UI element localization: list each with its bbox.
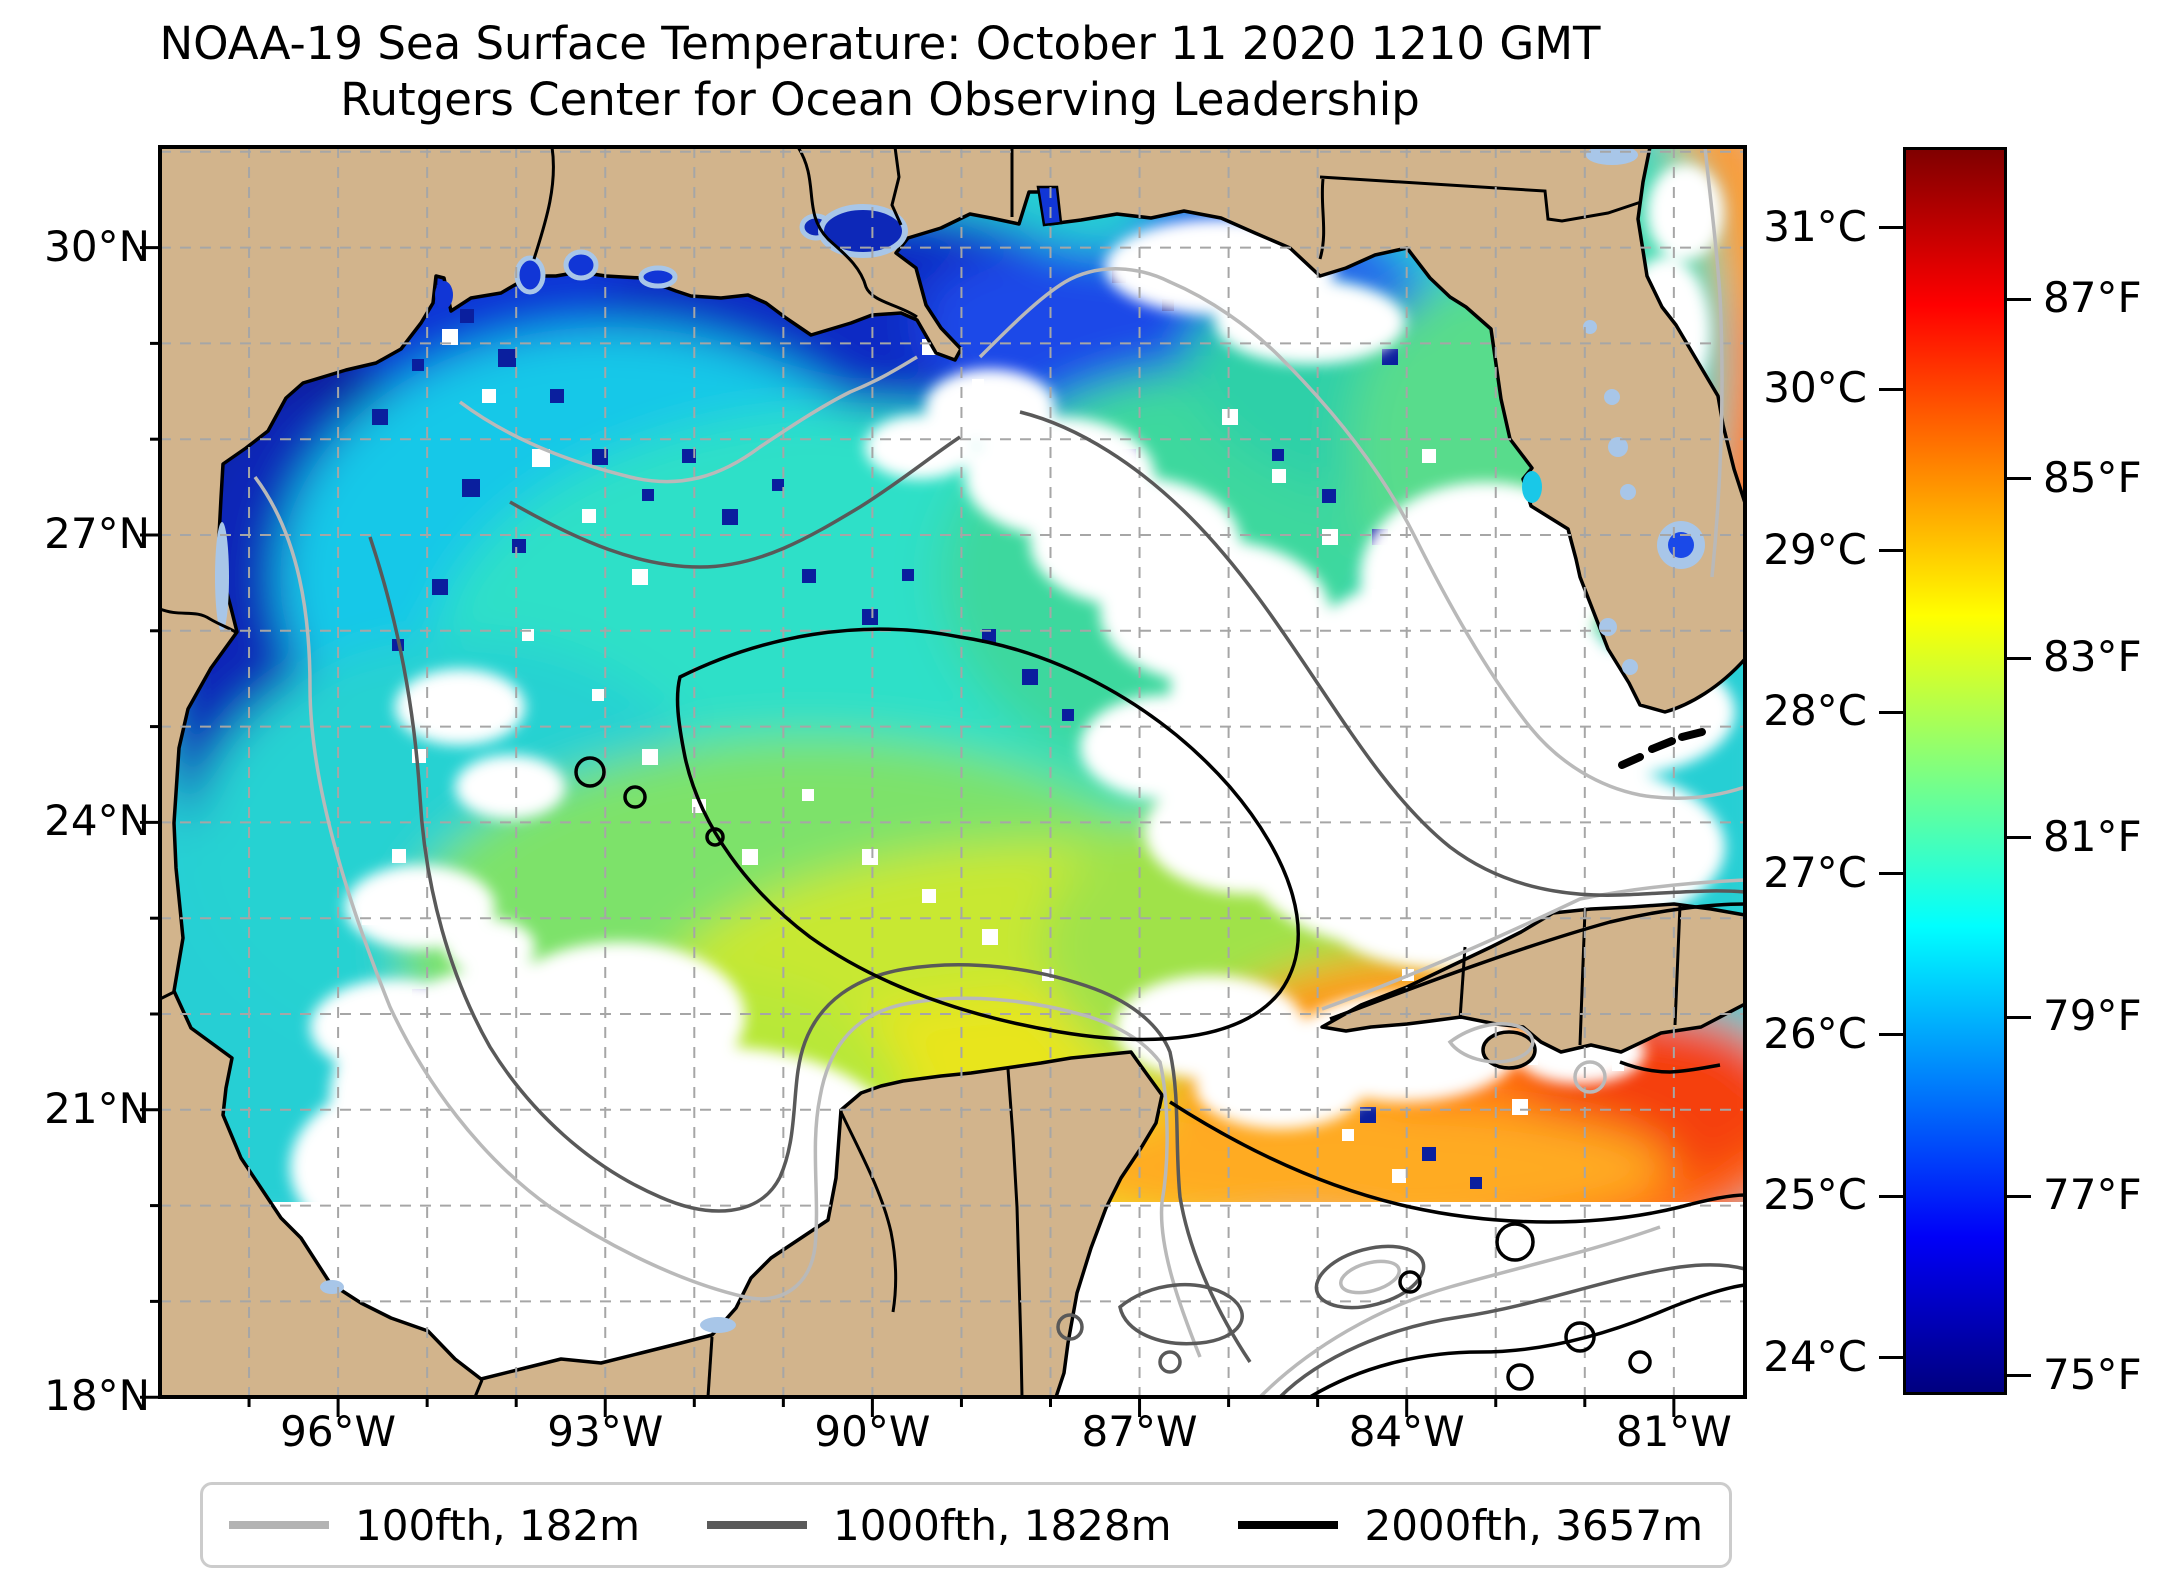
sst-map	[140, 145, 1747, 1417]
colorbar-celsius-label: 27°C	[1763, 847, 1867, 897]
colorbar-celsius-label: 24°C	[1763, 1331, 1867, 1381]
colorbar-tick-mark	[1879, 710, 1903, 714]
y-tick-label: 21°N	[44, 1083, 150, 1133]
fl-ga-border	[1319, 175, 1642, 223]
legend-line-swatch	[707, 1521, 808, 1529]
title-line-2: Rutgers Center for Ocean Observing Leade…	[340, 73, 1420, 126]
x-tick-label: 84°W	[1348, 1407, 1465, 1456]
colorbar-tick-mark	[1879, 1033, 1903, 1037]
x-tick-label: 81°W	[1615, 1407, 1732, 1456]
colorbar-celsius-label: 31°C	[1763, 201, 1867, 251]
legend-label: 2000fth, 3657m	[1364, 1500, 1703, 1550]
colorbar-tick-mark	[2007, 1194, 2031, 1198]
colorbar-tick-mark	[2007, 1374, 2031, 1378]
legend: 100fth, 182m 1000fth, 1828m 2000fth, 3657m	[200, 1482, 1732, 1568]
colorbar-celsius-label: 30°C	[1763, 363, 1867, 413]
land-cuba	[1320, 902, 1747, 1054]
florida-keys	[1618, 728, 1706, 769]
contour-2000-fathom	[574, 627, 1746, 1399]
legend-line-swatch	[1238, 1521, 1339, 1529]
colorbar-tick-mark	[1879, 549, 1903, 553]
mississippi-river	[796, 146, 918, 319]
x-tick-label: 90°W	[814, 1407, 931, 1456]
colorbar-fahrenheit-label: 81°F	[2043, 811, 2142, 861]
sabine-river	[532, 146, 555, 260]
colorbar-tick-mark	[1879, 872, 1903, 876]
legend-item: 1000fth, 1828m	[707, 1501, 1172, 1550]
y-tick-label: 30°N	[44, 221, 150, 271]
colorbar-fahrenheit-label: 83°F	[2043, 632, 2142, 682]
graticule	[160, 147, 1745, 1397]
colorbar-fahrenheit-label: 87°F	[2043, 273, 2142, 323]
contour-100-fathom	[253, 146, 1746, 1399]
contour-1000-fathom	[368, 410, 1746, 1399]
colorbar	[1903, 147, 2007, 1395]
y-tick-label: 27°N	[44, 508, 150, 558]
colorbar-tick-mark	[1879, 226, 1903, 230]
colorbar-celsius-label: 26°C	[1763, 1008, 1867, 1058]
x-tick-label: 93°W	[547, 1407, 664, 1456]
map-panel: 96°W 93°W 90°W 87°W 84°W 81°W 30°N 27°N 24°N 21°…	[44, 145, 1747, 1455]
legend-item: 2000fth, 3657m	[1238, 1501, 1703, 1550]
x-tick-label: 96°W	[280, 1407, 397, 1456]
legend-label: 100fth, 182m	[355, 1500, 641, 1550]
title-line-1: NOAA-19 Sea Surface Temperature: October…	[159, 17, 1601, 70]
colorbar-celsius-label: 28°C	[1763, 686, 1867, 736]
lakes-and-bays	[215, 145, 1705, 1333]
figure-title: NOAA-19 Sea Surface Temperature: October…	[0, 16, 1760, 128]
colorbar-fahrenheit-label: 77°F	[2043, 1170, 2142, 1220]
rivers-and-state-borders	[159, 146, 1682, 1398]
colorbar-fahrenheit-label: 75°F	[2043, 1349, 2142, 1399]
legend-item: 100fth, 182m	[229, 1501, 640, 1550]
colorbar-fahrenheit-label: 85°F	[2043, 452, 2142, 502]
x-tick-label: 87°W	[1081, 1407, 1198, 1456]
axis-ticks	[140, 246, 1676, 1417]
colorbar-tick-mark	[1879, 1356, 1903, 1360]
pearl-river	[890, 146, 903, 226]
axes-frame	[158, 145, 1747, 1399]
legend-line-swatch	[229, 1521, 329, 1529]
land-isla-juventud	[1481, 1030, 1537, 1070]
apalachicola-river	[1318, 178, 1326, 260]
colorbar-tick-mark	[2007, 297, 2031, 301]
colorbar-fahrenheit-label: 79°F	[2043, 991, 2142, 1041]
y-tick-label: 18°N	[44, 1371, 150, 1421]
colorbar-celsius-label: 25°C	[1763, 1170, 1867, 1220]
y-tick-label: 24°N	[44, 796, 150, 846]
colorbar-tick-mark	[2007, 1015, 2031, 1019]
colorbar-tick-mark	[1879, 1194, 1903, 1198]
colorbar-celsius-label: 29°C	[1763, 524, 1867, 574]
colorbar-tick-mark	[2007, 836, 2031, 840]
colorbar-tick-mark	[2007, 656, 2031, 660]
colorbar-tick-mark	[2007, 477, 2031, 481]
colorbar-tick-mark	[1879, 387, 1903, 391]
legend-label: 1000fth, 1828m	[833, 1500, 1172, 1550]
rio-grande-river	[159, 607, 238, 635]
